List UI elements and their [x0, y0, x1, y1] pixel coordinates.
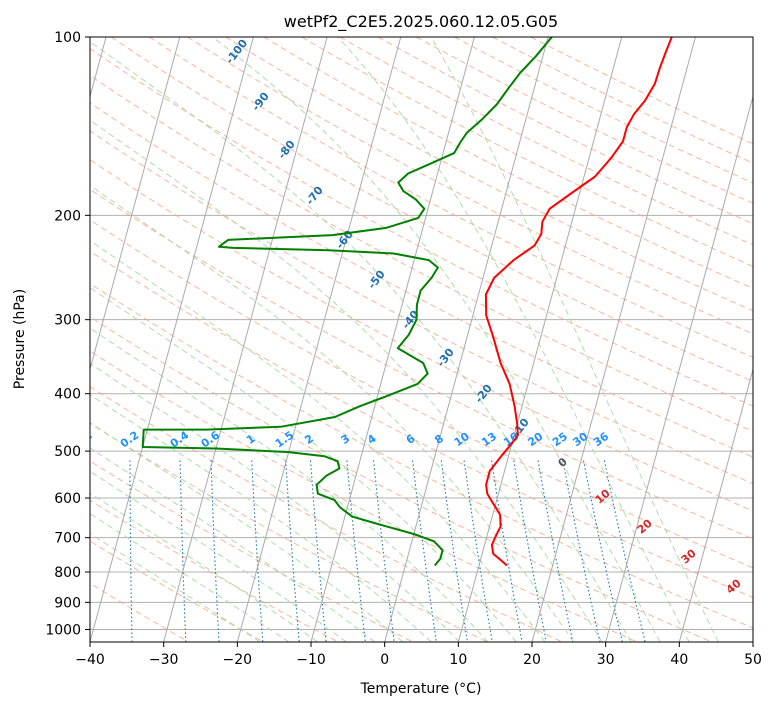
y-tick-label: 900: [54, 595, 81, 611]
isotherm-line: [678, 367, 753, 642]
moist-adiabat-line: [212, 37, 661, 642]
y-tick-label: 700: [54, 531, 81, 547]
plot-area: -100-90-80-70-60-50-40-30-20-100.10.20.4…: [71, 37, 753, 642]
x-tick-label: 10: [449, 652, 467, 668]
moist-adiabat-line: [337, 37, 690, 642]
isotherm-line: [457, 37, 623, 642]
y-tick-label: 500: [54, 444, 81, 460]
moist-adiabat-line: [90, 119, 603, 642]
mixing-ratio-label: 0.1: [71, 429, 94, 451]
moist-adiabat-line: [90, 394, 432, 642]
x-axis-label: Temperature (°C): [360, 681, 482, 697]
dry-adiabat-line: [149, 37, 753, 358]
moist-adiabat-line: [90, 492, 318, 642]
chart-title: wetPf2_C2E5.2025.060.12.05.G05: [284, 12, 558, 32]
dry-adiabat-line: [416, 37, 753, 204]
dry-adiabat-line: [263, 37, 753, 289]
y-tick-label: 300: [54, 313, 81, 329]
moist-adiabat-line: [90, 184, 575, 642]
mixing-ratio-line: [440, 460, 469, 642]
moist-adiabat-line: [90, 41, 632, 642]
plot-frame: [89, 36, 754, 643]
y-tick-label: 100: [54, 30, 81, 46]
y-axis-label: Pressure (hPa): [12, 289, 28, 389]
moist-adiabat-line: [90, 287, 517, 642]
isotherm-line: [531, 37, 696, 642]
dry-adiabat-line: [454, 37, 753, 184]
isotherms: [90, 37, 753, 642]
x-tick-label: −40: [75, 652, 105, 668]
y-tick-label: 600: [54, 491, 81, 507]
dry-adiabat-line: [90, 130, 753, 485]
x-tick-label: 50: [744, 652, 762, 668]
x-tick-label: −20: [223, 652, 253, 668]
mixing-ratio-line: [582, 460, 623, 642]
isotherm-line: [163, 37, 328, 642]
dry-adiabat-line: [90, 282, 753, 629]
dry-adiabat-line: [90, 499, 339, 642]
mixing-ratio-line: [562, 460, 601, 642]
isotherm-line: [90, 37, 181, 372]
dry-adiabat-line: [90, 74, 753, 432]
mixing-ratio-line: [513, 460, 547, 642]
dry-adiabat-line: [225, 37, 753, 312]
dewpoint-profile-line: [141, 37, 553, 567]
moist-adiabat-line: [90, 240, 546, 642]
y-tick-label: 1000: [45, 622, 81, 638]
x-tick-label: −10: [296, 652, 326, 668]
mixing-ratio-line: [373, 460, 395, 642]
profile-series: [141, 37, 673, 567]
temperature-profile-line: [484, 37, 673, 567]
y-axis: 100 200 300 400 500 600 700 800 900 1000: [45, 30, 90, 638]
mixing-ratio-line: [603, 460, 646, 642]
moist-adiabat-line: [90, 421, 404, 642]
isotherm-line: [310, 37, 475, 642]
mixing-ratio-line: [463, 460, 493, 642]
moist-adiabat-line: [90, 470, 347, 642]
y-tick-label: 200: [54, 208, 81, 224]
x-axis: −40 −30 −20 −10 0 10 20 30 40 50: [75, 642, 762, 668]
dry-adiabat-line: [90, 250, 753, 598]
x-tick-label: 40: [670, 652, 688, 668]
dry-adiabat-line: [90, 350, 638, 642]
x-tick-label: 30: [597, 652, 615, 668]
dry-adiabat-line: [90, 219, 753, 569]
y-tick-label: 400: [54, 387, 81, 403]
x-tick-label: −30: [149, 652, 179, 668]
dry-adiabat-line: [530, 37, 753, 145]
isotherm-line: [384, 37, 549, 642]
isotherm-line: [236, 37, 402, 642]
mixing-ratio-line: [412, 460, 437, 642]
x-tick-label: 0: [380, 652, 389, 668]
dry-adiabat-line: [90, 460, 414, 642]
moist-adiabat-line: [430, 37, 719, 642]
mixing-ratio-lines: [129, 460, 646, 642]
isotherm-line: [605, 94, 753, 642]
dry-adiabat-line: [339, 37, 753, 246]
mixing-ratio-line: [346, 460, 366, 642]
dry-adiabat-line: [90, 47, 753, 407]
x-tick-label: 20: [523, 652, 541, 668]
y-tick-label: 800: [54, 565, 81, 581]
moist-adiabat-line: [90, 327, 489, 642]
mixing-ratio-line: [537, 460, 574, 642]
mixing-ratio-line: [491, 460, 523, 642]
isotherm-line: [90, 37, 254, 642]
